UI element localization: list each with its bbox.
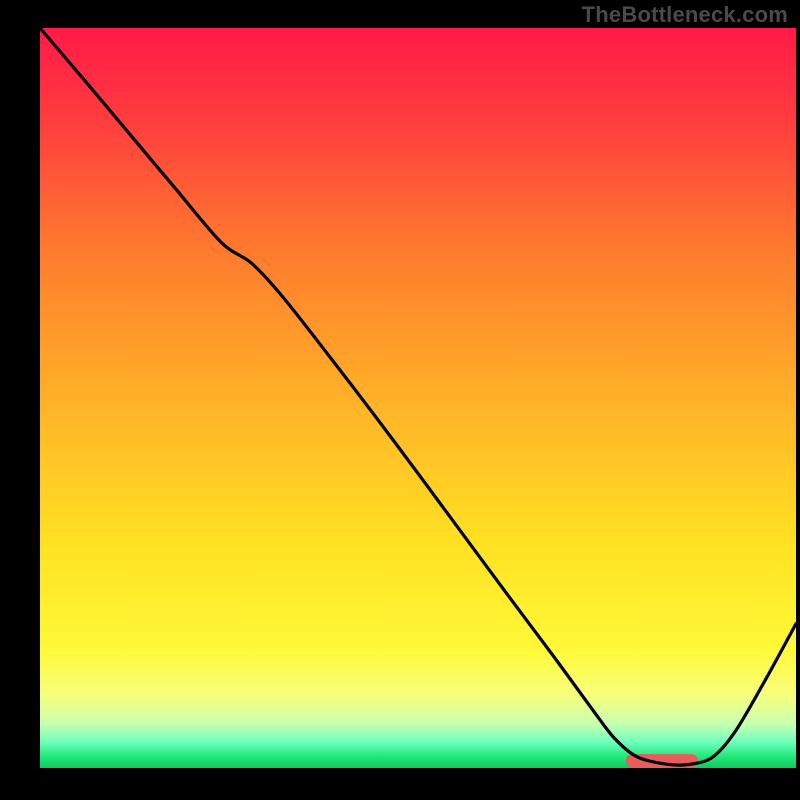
watermark-text: TheBottleneck.com	[582, 2, 788, 28]
bottleneck-chart	[0, 0, 800, 800]
gradient-background	[40, 28, 796, 768]
chart-container: TheBottleneck.com	[0, 0, 800, 800]
